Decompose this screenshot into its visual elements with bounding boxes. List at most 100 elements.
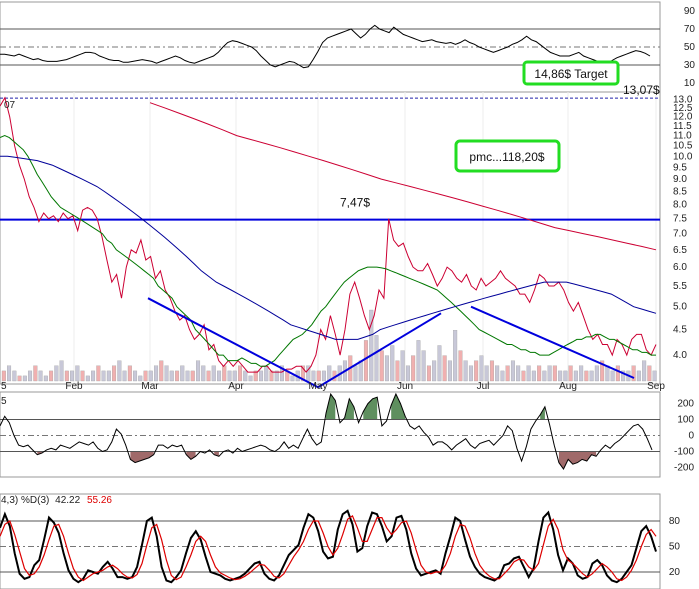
volume-bar <box>495 365 500 382</box>
rsi-y-tick: 90 <box>684 6 696 17</box>
volume-bar <box>80 370 85 382</box>
price-y-tick: 4.0 <box>673 350 687 361</box>
volume-bar <box>180 365 185 382</box>
stochastic-k-line <box>0 509 657 584</box>
volume-bar <box>279 365 284 382</box>
volume-bar <box>106 370 111 382</box>
cci-y-tick: -200 <box>674 462 694 473</box>
volume-bar <box>28 370 33 382</box>
volume-bar <box>400 350 405 382</box>
volume-bar <box>500 370 505 382</box>
volume-bar <box>133 370 138 382</box>
volume-bar <box>75 365 80 382</box>
volume-bar <box>22 375 27 382</box>
volume-bar <box>217 370 222 382</box>
volume-bar <box>458 350 463 382</box>
price-y-tick: 9.5 <box>673 162 687 173</box>
price-y-tick: 6.5 <box>673 245 687 256</box>
stochastic-d-line <box>0 514 657 582</box>
price-trendline <box>147 297 319 389</box>
volume-bar <box>384 355 389 382</box>
price-y-tick: 10.5 <box>673 141 693 152</box>
price-x-tick: Jul <box>477 381 490 392</box>
volume-bar <box>390 345 395 382</box>
cci-y-tick: 100 <box>677 415 694 426</box>
volume-bar <box>274 370 279 382</box>
volume-bar <box>311 370 316 382</box>
volume-bar <box>7 365 12 382</box>
volume-bar <box>521 370 526 382</box>
volume-bar <box>405 365 410 382</box>
volume-bar <box>479 355 484 382</box>
volume-bar <box>232 370 237 382</box>
volume-bar <box>70 370 75 382</box>
cci-overbought-fill <box>326 394 336 420</box>
stochastic-k-value: 42.22 <box>55 495 80 506</box>
volume-bar <box>91 370 96 382</box>
price-level-label: 7,47$ <box>340 196 370 210</box>
price-y-tick: 10.0 <box>673 151 693 162</box>
volume-bar <box>369 309 374 382</box>
cci-overbought-fill <box>344 398 354 420</box>
volume-bar <box>211 365 216 382</box>
volume-bar <box>573 370 578 382</box>
pmc-annotation: pmc...118,20$ <box>454 139 561 173</box>
cci-frame <box>0 391 661 478</box>
volume-bar <box>636 370 641 382</box>
volume-bar <box>33 365 38 382</box>
price-y-tick: 8.5 <box>673 187 687 198</box>
rsi-y-tick: 30 <box>684 60 696 71</box>
price-x-tick: Apr <box>228 381 244 392</box>
volume-bar <box>169 370 174 382</box>
volume-bar <box>12 370 17 382</box>
volume-bar <box>621 370 626 382</box>
volume-bar <box>185 370 190 382</box>
price-y-tick: 13.0 <box>673 94 693 105</box>
price-x-tick: Sep <box>647 381 665 392</box>
volume-bar <box>117 360 122 382</box>
stochastic-y-tick: 80 <box>669 516 681 527</box>
volume-bar <box>594 365 599 382</box>
volume-bar <box>442 355 447 382</box>
rsi-line <box>0 24 651 69</box>
volume-bar <box>38 370 43 382</box>
volume-bar <box>416 340 421 382</box>
price-level-label: 13,07$ <box>623 83 660 97</box>
volume-bar <box>426 365 431 382</box>
volume-bar <box>248 375 253 382</box>
volume-bar <box>432 360 437 382</box>
volume-bar <box>468 365 473 382</box>
price-y-tick: 7.5 <box>673 214 687 225</box>
volume-bar <box>584 370 589 382</box>
volume-bar <box>547 365 552 382</box>
volume-bar <box>374 335 379 382</box>
price-y-tick: 5.5 <box>673 281 687 292</box>
volume-bar <box>437 345 442 382</box>
cci-y-tick: 0 <box>688 431 694 442</box>
stochastic-frame <box>0 493 661 589</box>
volume-bar <box>474 360 479 382</box>
cci-y-tick: 200 <box>677 399 694 410</box>
volume-bar <box>175 370 180 382</box>
volume-bar <box>206 370 211 382</box>
rsi-y-tick: 50 <box>684 42 696 53</box>
cci-oversold-fill <box>130 451 154 463</box>
volume-bar <box>321 370 326 382</box>
rsi-y-tick: 70 <box>684 24 696 35</box>
price-y-tick: 5.0 <box>673 302 687 313</box>
target-annotation-box <box>522 60 620 86</box>
volume-bar <box>453 330 458 382</box>
price-y-tick: 11.0 <box>673 131 692 142</box>
cci-y-tick: -100 <box>674 446 694 457</box>
volume-bar <box>227 370 232 382</box>
cci-header-label: 5 <box>1 396 7 407</box>
cci-panel: 200 100 0 -100 -200 5 <box>0 391 694 478</box>
price-top-left-label: 07 <box>4 100 16 111</box>
volume-bar <box>1 370 6 382</box>
volume-bar <box>159 360 164 382</box>
stochastic-y-tick: 50 <box>669 542 681 553</box>
volume-bar <box>411 355 416 382</box>
volume-bar <box>563 370 568 382</box>
price-y-tick: 4.5 <box>673 325 687 336</box>
